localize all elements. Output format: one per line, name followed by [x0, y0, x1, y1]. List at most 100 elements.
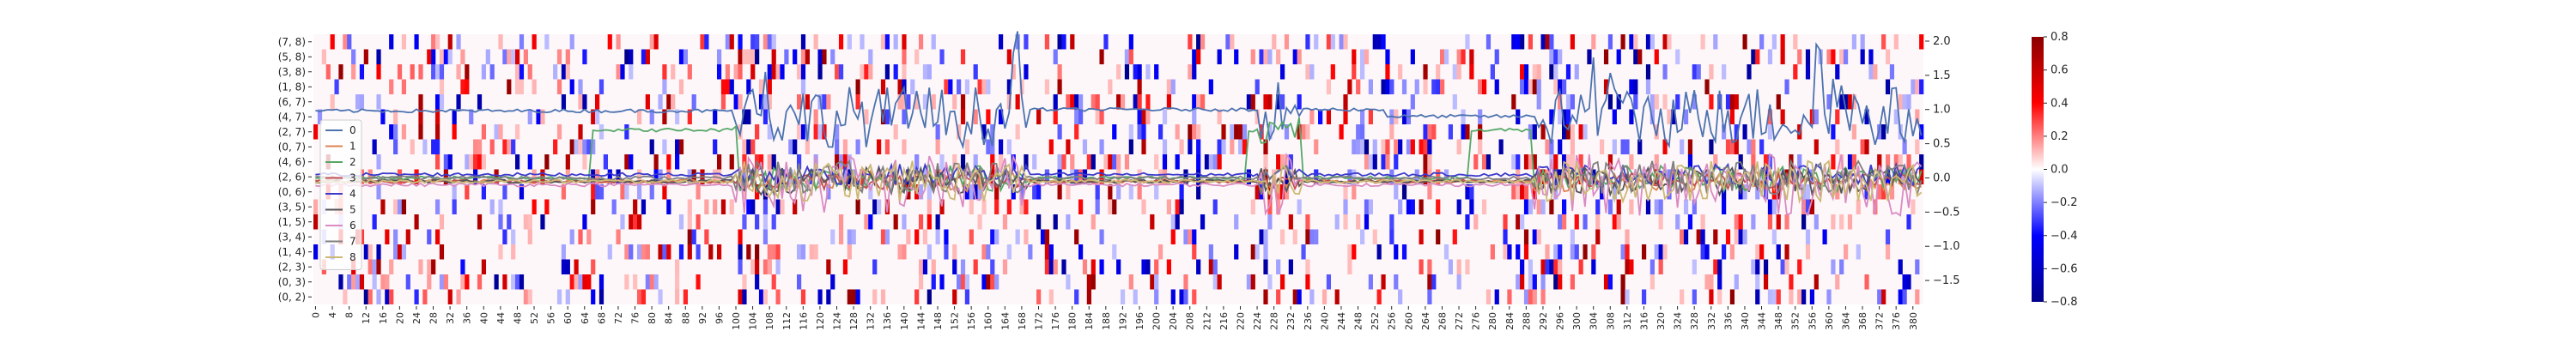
heatmap-cell: [1835, 274, 1840, 290]
heatmap-cell: [969, 184, 974, 200]
heatmap-cell: [447, 289, 453, 304]
heatmap-cell: [1401, 184, 1407, 200]
heatmap-cell: [1204, 154, 1210, 170]
heatmap-cell: [1722, 244, 1727, 260]
heatmap-cell: [1044, 244, 1050, 260]
heatmap-cell: [1549, 259, 1554, 274]
heatmap-cell: [1095, 94, 1100, 110]
heatmap-cell: [800, 289, 806, 304]
heatmap-cell: [414, 289, 419, 304]
heatmap-cell: [1784, 214, 1789, 230]
heatmap-cell: [1192, 289, 1197, 304]
heatmap-cell: [636, 109, 642, 124]
heatmap-cell: [767, 34, 772, 50]
heatmap-cell: [1398, 199, 1403, 214]
heatmap-cell: [1814, 139, 1819, 154]
heatmap-cell: [616, 64, 621, 80]
heatmap-cell: [1053, 259, 1058, 274]
heatmap-cell: [1259, 229, 1264, 244]
heatmap-cell: [1162, 139, 1168, 154]
heatmap-cell: [1368, 274, 1373, 290]
heatmap-cell: [452, 124, 457, 140]
heatmap-cell: [1511, 94, 1516, 110]
heatmap-cell: [678, 214, 684, 230]
heatmap-cell: [351, 274, 356, 290]
heatmap-cell: [1864, 274, 1869, 290]
heatmap-cell: [1469, 199, 1474, 214]
heatmap-cell: [1279, 229, 1285, 244]
heatmap-cell: [1553, 259, 1558, 274]
heatmap-cell: [1183, 229, 1188, 244]
heatmap-cell: [1410, 94, 1415, 110]
heatmap-cell: [1784, 259, 1789, 274]
heatmap-cell: [1911, 79, 1916, 94]
heatmap-cell: [616, 34, 621, 50]
heatmap-x-tick-label: 124: [831, 312, 842, 330]
heatmap-cell: [1406, 199, 1412, 214]
heatmap-cell: [514, 154, 520, 170]
heatmap-cell: [439, 79, 445, 94]
line-y-axis: 2.01.51.00.50.0−0.5−1.0−1.5: [1925, 35, 1960, 287]
heatmap-cell: [1532, 289, 1537, 304]
heatmap-cell: [1797, 154, 1802, 170]
heatmap-cell: [1704, 169, 1710, 184]
heatmap-cell: [910, 79, 915, 94]
heatmap-cell: [1196, 184, 1201, 200]
heatmap-cell: [902, 94, 907, 110]
heatmap-cell: [1553, 154, 1558, 170]
heatmap-cell: [960, 259, 966, 274]
heatmap-cell: [1078, 109, 1084, 124]
heatmap-cell: [645, 244, 650, 260]
line-series-0: [315, 31, 1923, 150]
heatmap-cell: [1831, 259, 1836, 274]
heatmap-cell: [1616, 214, 1621, 230]
heatmap-cell: [835, 154, 840, 170]
heatmap-cell: [540, 214, 545, 230]
heatmap-cell: [716, 169, 722, 184]
heatmap-cell: [918, 34, 924, 50]
heatmap-x-tick-label: 16: [378, 312, 389, 324]
heatmap-cell: [1780, 34, 1785, 50]
heatmap-cell: [629, 64, 634, 80]
heatmap-cell: [675, 154, 680, 170]
heatmap-cell: [494, 124, 499, 140]
heatmap-cell: [1154, 64, 1159, 80]
heatmap-cell: [460, 274, 465, 290]
heatmap-cell: [1309, 109, 1315, 124]
heatmap-cell: [498, 214, 503, 230]
colorbar-tick-label: −0.6: [2050, 262, 2078, 275]
heatmap-cell: [775, 64, 781, 80]
heatmap-x-tick-label: 224: [1252, 312, 1263, 330]
heatmap-cell: [1250, 199, 1255, 214]
heatmap-cell: [1540, 34, 1546, 50]
heatmap-cell: [902, 49, 907, 64]
heatmap-cell: [321, 49, 326, 64]
heatmap-cell: [1725, 139, 1731, 154]
heatmap-x-tick-label: 264: [1420, 312, 1431, 330]
heatmap-cell: [1356, 139, 1361, 154]
heatmap-cell: [720, 94, 726, 110]
heatmap-cell: [1166, 259, 1171, 274]
heatmap-cell: [380, 109, 386, 124]
heatmap-cell: [439, 244, 445, 260]
heatmap-cell: [1751, 259, 1756, 274]
heatmap-cell: [1809, 289, 1815, 304]
heatmap-cell: [1112, 199, 1117, 214]
heatmap-cell: [469, 109, 474, 124]
heatmap-cell: [1831, 154, 1836, 170]
heatmap-cell: [675, 259, 680, 274]
heatmap-x-tick-label: 72: [613, 312, 624, 324]
heatmap-x-tick-label: 368: [1857, 312, 1868, 330]
heatmap-cell: [1675, 214, 1680, 230]
heatmap-cell: [1469, 184, 1474, 200]
heatmap-cell: [397, 64, 403, 80]
heatmap-cell: [607, 244, 612, 260]
heatmap-cell: [1188, 139, 1193, 154]
heatmap-cell: [1137, 64, 1142, 80]
heatmap-cell: [1734, 124, 1739, 140]
heatmap-cell: [389, 34, 394, 50]
heatmap-cell: [1565, 154, 1571, 170]
heatmap-cell: [1196, 139, 1201, 154]
heatmap-cell: [1578, 124, 1583, 140]
